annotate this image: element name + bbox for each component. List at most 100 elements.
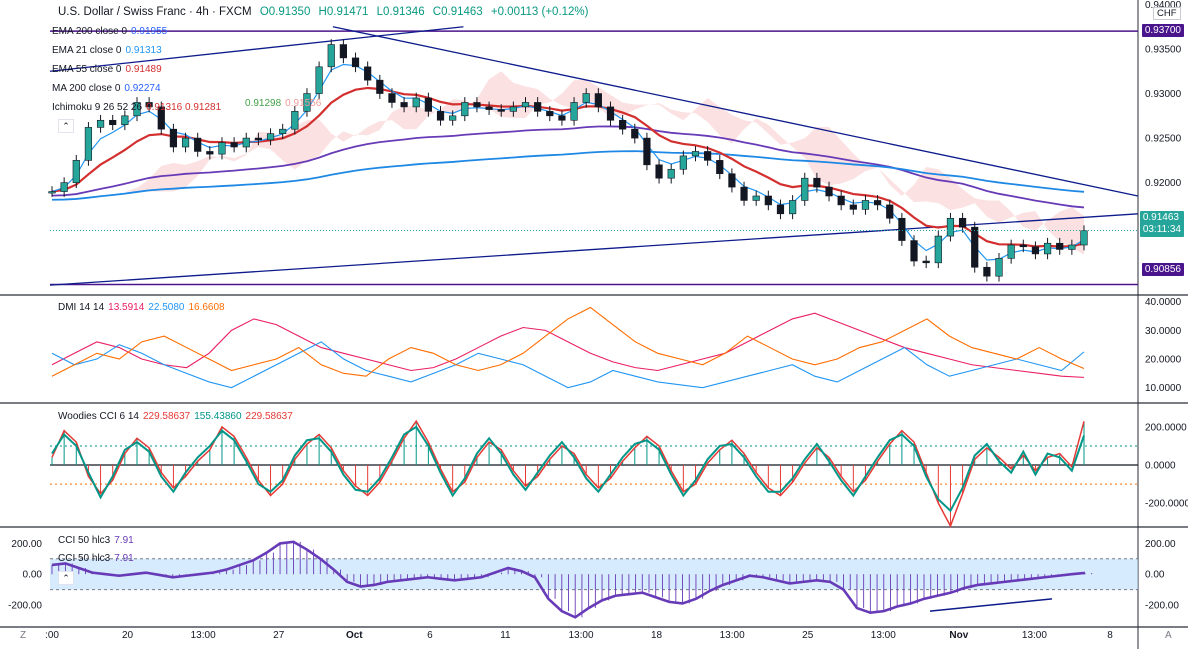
top-level-tag: 0.93700 <box>1141 24 1184 37</box>
candle-up <box>218 142 226 155</box>
legend-ma200[interactable]: MA 200 close 0 0.92274 <box>52 83 161 94</box>
candle-down <box>728 173 736 188</box>
candle-down <box>485 106 493 110</box>
candle-up <box>509 106 517 112</box>
candle-up <box>60 182 68 192</box>
candle-down <box>351 57 360 68</box>
candle-up <box>48 191 56 194</box>
legend-ema21[interactable]: EMA 21 close 0 0.91313 <box>52 45 162 56</box>
cci-pane: 200.00 0.00 -200.00 <box>8 539 1138 619</box>
symbol-title[interactable]: U.S. Dollar / Swiss Franc · 4h · FXCM <box>58 6 252 18</box>
candle-up <box>84 127 93 161</box>
woodies-legend[interactable]: Woodies CCI 6 14 229.58637 155.43860 229.58… <box>58 411 293 422</box>
cci-tick-label: 200.00 <box>1145 539 1176 550</box>
candle-down <box>873 200 882 206</box>
cci-legend-2[interactable]: CCI 50 hlc3 7.91 <box>58 553 134 564</box>
candle-down <box>898 217 906 241</box>
candle-down <box>534 102 542 112</box>
candle-up <box>801 177 809 201</box>
time-tick-label: 6 <box>427 630 433 641</box>
price-tick-label: 0.93000 <box>1145 89 1182 100</box>
candle-down <box>825 186 833 197</box>
candle-down <box>971 226 979 268</box>
candle-down <box>230 142 238 148</box>
candle-up <box>181 137 190 148</box>
candle-up <box>667 168 675 179</box>
woodies-tick-label: -200.0000 <box>1145 499 1188 510</box>
candle-up <box>449 115 457 121</box>
candle-up <box>266 133 275 141</box>
woodies-cci-pane <box>50 419 1138 528</box>
candle-up <box>570 102 578 121</box>
candle-up <box>1007 244 1015 259</box>
dmi-tick-label: 10.0000 <box>1145 383 1182 394</box>
collapse-legend-button[interactable]: ⌃ <box>58 119 74 133</box>
time-tick-label: 13:00 <box>871 630 896 641</box>
cci-tick-label: 0.00 <box>1145 570 1165 581</box>
time-tick-label: Oct <box>346 630 363 641</box>
bottom-level-tag: 0.90856 <box>1141 263 1184 276</box>
timezone-z-button[interactable]: Z <box>20 630 27 641</box>
currency-label[interactable]: CHF <box>1153 7 1181 20</box>
candle-down <box>983 266 991 277</box>
woodies-line <box>51 419 1085 528</box>
candle-down <box>813 177 821 188</box>
candle-up <box>315 66 323 94</box>
candle-down <box>922 260 930 264</box>
candle-up <box>72 160 80 183</box>
ma200-line <box>51 150 1085 201</box>
cci-legend-1[interactable]: CCI 50 hlc3 7.91 <box>58 535 134 546</box>
candle-down <box>776 204 785 215</box>
cci-left-tick-label: 200.00 <box>11 539 42 550</box>
time-tick-label: 8 <box>1107 630 1113 641</box>
candle-down <box>594 93 602 108</box>
candle-up <box>412 97 420 108</box>
candle-down <box>764 195 772 206</box>
dmi-legend[interactable]: DMI 14 14 13.5914 22.5080 16.6608 <box>58 302 225 313</box>
candle-down <box>194 137 202 152</box>
legend-ema200[interactable]: EMA 200 close 0 0.91955 <box>52 26 168 37</box>
candle-down <box>206 151 214 155</box>
change-value: +0.00113 (+0.12%) <box>490 6 589 18</box>
candle-down <box>740 186 748 201</box>
symbol-header: U.S. Dollar / Swiss Franc · 4h · FXCM O0… <box>58 6 594 18</box>
candle-down <box>339 44 347 59</box>
candle-down <box>364 66 372 81</box>
price-tick-label: 0.93500 <box>1145 45 1182 56</box>
candle-up <box>1068 244 1076 250</box>
dmi-series-line <box>51 312 1085 378</box>
candle-up <box>946 217 955 237</box>
price-axis: 0.940000.935000.930000.925000.920000.915… <box>1145 0 1188 611</box>
dmi-tick-label: 40.0000 <box>1145 297 1182 308</box>
candle-down <box>958 217 967 228</box>
candle-down <box>497 109 505 112</box>
cci-left-tick-label: -200.00 <box>8 600 42 611</box>
candle-down <box>849 204 857 210</box>
auto-scale-button[interactable]: A <box>1165 630 1172 641</box>
close-value: C0.91463 <box>432 6 483 18</box>
legend-ichimoku[interactable]: Ichimoku 9 26 52 26 0.91316 0.91281 <box>52 102 222 113</box>
time-tick-label: :00 <box>45 630 59 641</box>
dmi-pane <box>51 306 1085 389</box>
candle-up <box>861 200 870 210</box>
candle-down <box>376 79 384 94</box>
candle-up <box>133 102 141 117</box>
collapse-cci-button[interactable]: ⌃ <box>58 571 74 585</box>
cci-band <box>50 558 1138 590</box>
candle-down <box>655 164 663 179</box>
high-value: H0.91471 <box>318 6 369 18</box>
legend-ema55[interactable]: EMA 55 close 0 0.91489 <box>52 64 162 75</box>
candle-down <box>400 102 408 108</box>
candle-up <box>995 258 1003 277</box>
candle-down <box>1031 246 1040 255</box>
candle-up <box>934 235 942 264</box>
dmi-tick-label: 30.0000 <box>1145 326 1182 337</box>
candle-up <box>679 155 687 170</box>
time-tick-label: 11 <box>500 630 511 641</box>
candle-down <box>1056 242 1064 250</box>
candle-down <box>473 102 481 108</box>
time-tick-label: 13:00 <box>720 630 745 641</box>
candle-up <box>521 102 530 108</box>
